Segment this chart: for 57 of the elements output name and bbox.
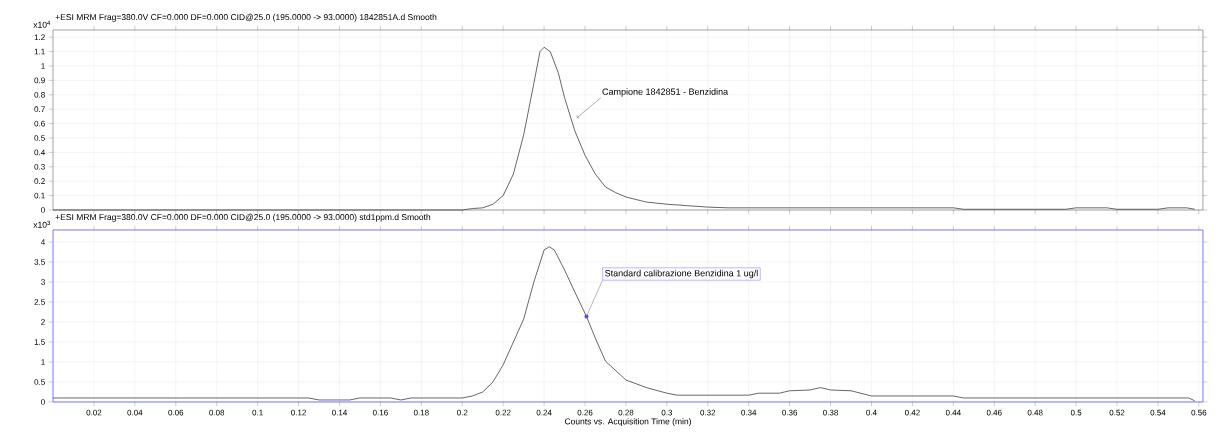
x-tick-label: 0.26 [577,409,593,416]
x-tick-label: 0.18 [413,409,429,416]
x-tick-label: 0.2 [457,409,468,416]
y-axis-title: x10$^{4}$ [33,20,51,28]
x-tick-label: 0.34 [741,409,757,416]
x-tick-label: 0.48 [1027,409,1043,416]
x-tick-label: 0.5 [1070,409,1082,416]
y-tick-label: 0 [41,399,45,405]
chart-title: +ESI MRM Frag=380.0V CF=0.000 DF=0.000 CID@25.0 (195.0000 -> 93.0000) 1842851A.d Smooth [55,13,437,22]
y-tick-label: 1.1 [34,48,45,55]
x-tick-label: 0.14 [332,409,348,416]
x-tick-label: 0.08 [209,409,225,416]
x-axis-title: Counts vs. Acquisition Time (min) [564,418,691,427]
x-tick-label: 0.24 [536,409,552,416]
annotation: Standard calibrazione Benzidina 1 ug/l [605,269,758,279]
x-tick-label: 0.56 [1191,409,1207,416]
y-axis-title: x10$^{3}$ [33,220,51,228]
y-tick-label: 1 [41,359,45,365]
y-tick-label: 0.3 [34,163,45,170]
x-tick-label: 0.22 [495,409,511,416]
y-tick-label: 0.4 [34,149,45,156]
x-tick-label: 0.44 [945,409,961,416]
y-tick-label: 4 [40,239,45,245]
y-tick-label: 0.1 [34,192,45,199]
x-tick-label: 0.1 [252,409,263,416]
y-tick-label: 0 [41,207,45,213]
y-tick-label: 1.2 [34,34,45,40]
chart-title: +ESI MRM Frag=380.0V CF=0.000 DF=0.000 CID@25.0 (195.0000 -> 93.0000) std1ppm.d Smooth [55,213,431,222]
x-tick-label: 0.36 [782,409,798,416]
x-tick-label: 0.3 [661,409,673,416]
y-tick-label: 0.5 [34,379,45,385]
y-tick-label: 3 [41,279,45,285]
x-tick-label: 0.38 [823,409,838,416]
x-tick-label: 0.06 [168,409,184,416]
x-tick-label: 0.16 [372,409,388,416]
x-tick-label: 0.42 [904,409,920,416]
x-tick-label: 0.4 [866,409,877,416]
y-tick-label: 0.8 [34,91,45,98]
y-tick-label: 3.5 [34,259,45,265]
x-tick-label: 0.04 [127,409,143,416]
y-tick-label: 2.5 [34,299,45,305]
y-tick-label: 1 [41,63,45,69]
x-tick-label: 0.46 [986,409,1002,416]
x-tick-label: 0.52 [1109,409,1125,416]
x-tick-label: 0.54 [1150,409,1166,416]
y-tick-label: 1.5 [34,339,45,345]
y-tick-label: 2 [41,319,45,325]
y-tick-label: 0.5 [34,135,45,141]
y-tick-label: 0.6 [34,120,45,127]
x-tick-label: 0.02 [86,409,102,416]
x-tick-label: 0.28 [618,409,634,416]
y-tick-label: 0.2 [34,178,45,185]
y-tick-label: 0.9 [34,77,45,84]
x-tick-label: 0.32 [700,409,716,416]
x-tick-label: 0.12 [291,409,306,416]
y-tick-label: 0.7 [34,106,45,113]
annotation: Campione 1842851 - Benzidina [602,88,729,97]
